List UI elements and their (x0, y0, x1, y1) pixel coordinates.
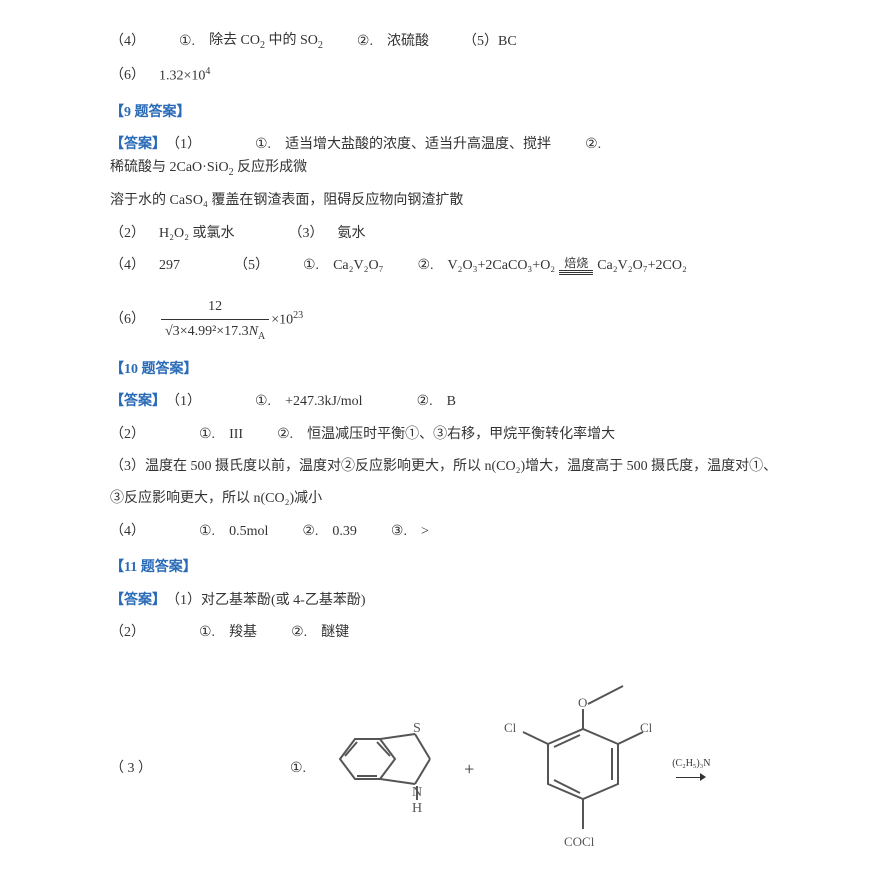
item-num: （1） (166, 391, 201, 413)
answer-label: 【答案】 (110, 134, 166, 156)
answer-page: （4） ①. 除去 CO2 中的 SO2 ②. 浓硫酸 （5）BC （6） 1.… (0, 0, 872, 894)
value: 1.32×104 (159, 64, 210, 88)
q10-line4: （4） ①. 0.5mol ②. 0.39 ③. > (110, 521, 782, 543)
text: 适当增大盐酸的浓度、适当升高温度、搅拌 (285, 134, 551, 156)
molecule-benzothiazoline-icon: S N H (320, 714, 450, 824)
text: ③反应影响更大，所以 n(CO₂)减小 (110, 488, 322, 510)
answer-label: 【答案】 (110, 391, 166, 413)
q9-header: 【9 题答案】 (110, 102, 782, 124)
item-num: （6） (110, 309, 145, 331)
value: III (229, 424, 243, 446)
item-num: （ 3 ） (110, 758, 152, 780)
subpart-label: ②. (302, 521, 318, 543)
subpart-label: ②. (417, 391, 433, 413)
item-num: （4） (110, 255, 145, 277)
pre9-line6: （6） 1.32×104 (110, 64, 782, 88)
q9-line4: （4） 297 （5） ①. Ca₂V₂O₇ ②. V₂O₃+2CaCO₃+O₂… (110, 255, 782, 277)
svg-text:H: H (412, 801, 422, 816)
value: 0.39 (332, 521, 357, 543)
q9-line6: （6） 12 √3×4.99²×17.3NA ×1023 (110, 296, 782, 345)
subpart-label: ①. (255, 134, 271, 156)
item-num: （2） (110, 622, 145, 644)
subpart-label: ①. (199, 622, 215, 644)
subpart-label: ①. (303, 255, 319, 277)
text: 恒温减压时平衡①、③右移，甲烷平衡转化率增大 (307, 424, 615, 446)
value: B (447, 391, 456, 413)
pre9-line4: （4） ①. 除去 CO2 中的 SO2 ②. 浓硫酸 （5）BC (110, 30, 782, 54)
q11-line2: （2） ①. 羧基 ②. 醚键 (110, 622, 782, 644)
molecule-dichloromethoxybenzoylchloride-icon: O Cl Cl COCl (488, 674, 658, 864)
subpart-label: ②. (291, 622, 307, 644)
subpart-label: ③. (391, 521, 407, 543)
subpart-label: ①. (255, 391, 271, 413)
svg-text:S: S (413, 721, 421, 736)
fraction-num: 12 (204, 296, 226, 319)
item-num: （5） (234, 255, 269, 277)
fraction: 12 √3×4.99²×17.3NA (161, 296, 269, 345)
fraction-den: √3×4.99²×17.3NA (161, 319, 269, 345)
text: 氨水 (337, 223, 365, 245)
subpart-label: ②. (417, 255, 433, 277)
svg-text:Cl: Cl (640, 720, 653, 735)
value: 0.5mol (229, 521, 268, 543)
q11-header: 【11 题答案】 (110, 557, 782, 579)
subpart-label: ①. (179, 31, 195, 53)
item-num: （2） (110, 424, 145, 446)
svg-text:Cl: Cl (504, 720, 517, 735)
item-num: （4） (110, 31, 145, 53)
subpart-label: ①. (199, 424, 215, 446)
text: 稀硫酸与 2CaO·SiO2 反应形成微 (110, 157, 307, 181)
q9-line1a: 【答案】 （1） ①. 适当增大盐酸的浓度、适当升高温度、搅拌 ②. 稀硫酸与 … (110, 134, 782, 180)
formula: Ca₂V₂O₇ (333, 255, 383, 277)
subpart-label: ②. (585, 134, 601, 156)
tail: ×1023 (271, 308, 303, 332)
text: 醚键 (321, 622, 349, 644)
item-num: （3） (288, 223, 323, 245)
text: 浓硫酸 (387, 31, 429, 53)
value: 297 (159, 255, 180, 277)
svg-text:O: O (578, 695, 587, 710)
plus-sign: + (464, 755, 474, 784)
subpart-label: ①. (290, 758, 306, 780)
q10-line1: 【答案】 （1） ①. +247.3kJ/mol ②. B (110, 391, 782, 413)
text: （1）对乙基苯酚(或 4-乙基苯酚) (166, 590, 366, 612)
answer-label: 【答案】 (110, 590, 166, 612)
q11-line1: 【答案】 （1）对乙基苯酚(或 4-乙基苯酚) (110, 590, 782, 612)
q10-line2: （2） ①. III ②. 恒温减压时平衡①、③右移，甲烷平衡转化率增大 (110, 424, 782, 446)
item-num: （6） (110, 65, 145, 87)
q10-header: 【10 题答案】 (110, 359, 782, 381)
q9-line1b: 溶于水的 CaSO₄ 覆盖在钢渣表面，阻碍反应物向钢渣扩散 (110, 190, 782, 212)
svg-text:COCl: COCl (564, 834, 595, 849)
item-num: （2） (110, 223, 145, 245)
item-num: （1） (166, 134, 201, 156)
text: 除去 CO2 中的 SO2 (209, 30, 323, 54)
subpart-label: ②. (357, 31, 373, 53)
reaction-condition-icon: 焙烧 (559, 257, 593, 275)
subpart-label: ①. (199, 521, 215, 543)
equation-left: V₂O₃+2CaCO₃+O₂ (448, 255, 556, 277)
text: （3）温度在 500 摄氏度以前，温度对②反应影响更大，所以 n(CO₂)增大，… (110, 456, 777, 478)
q10-line3a: （3）温度在 500 摄氏度以前，温度对②反应影响更大，所以 n(CO₂)增大，… (110, 456, 782, 478)
item-num: （5）BC (463, 31, 517, 53)
equation-right: Ca₂V₂O₇+2CO₂ (597, 255, 687, 277)
reaction-arrow-icon: (C₂H₅)₃N (672, 756, 710, 782)
q11-line3-reaction: （ 3 ） ①. S N H + (110, 674, 782, 864)
text: 羧基 (229, 622, 257, 644)
value: > (421, 521, 429, 543)
value: +247.3kJ/mol (285, 391, 363, 413)
text: 溶于水的 CaSO₄ 覆盖在钢渣表面，阻碍反应物向钢渣扩散 (110, 190, 463, 212)
q9-line2: （2） H₂O₂ 或氯水 （3） 氨水 (110, 223, 782, 245)
item-num: （4） (110, 521, 145, 543)
q10-line3b: ③反应影响更大，所以 n(CO₂)减小 (110, 488, 782, 510)
text: H₂O₂ 或氯水 (159, 223, 234, 245)
subpart-label: ②. (277, 424, 293, 446)
